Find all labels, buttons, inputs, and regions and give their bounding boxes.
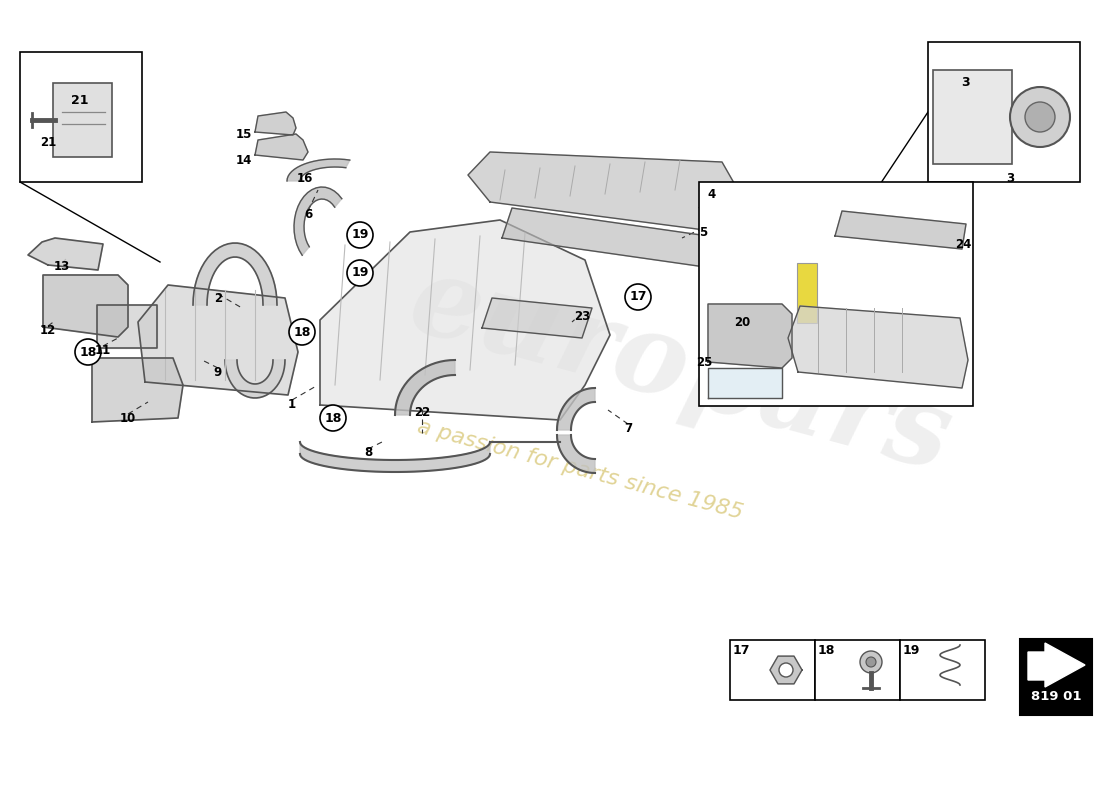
Polygon shape [788, 306, 968, 388]
Polygon shape [255, 112, 296, 135]
Polygon shape [502, 208, 722, 268]
Polygon shape [92, 358, 183, 422]
Polygon shape [138, 285, 298, 395]
Bar [900, 640, 984, 700]
Text: 7: 7 [624, 422, 632, 434]
Text: 15: 15 [235, 129, 252, 142]
Text: europars: europars [398, 246, 962, 494]
Text: 6: 6 [304, 209, 312, 222]
Polygon shape [708, 368, 782, 398]
Bar [928, 42, 1080, 182]
Polygon shape [28, 238, 103, 270]
FancyBboxPatch shape [933, 70, 1012, 164]
FancyBboxPatch shape [1020, 639, 1092, 715]
Circle shape [75, 339, 101, 365]
Text: 9: 9 [213, 366, 222, 378]
Circle shape [860, 651, 882, 673]
Polygon shape [770, 656, 802, 684]
Polygon shape [226, 360, 285, 398]
Text: 19: 19 [351, 229, 369, 242]
Text: 3: 3 [1005, 171, 1014, 185]
Polygon shape [192, 243, 277, 305]
Text: 12: 12 [40, 323, 56, 337]
Text: 20: 20 [734, 317, 750, 330]
Text: 2: 2 [213, 291, 222, 305]
Text: 1: 1 [288, 398, 296, 410]
Polygon shape [835, 211, 966, 249]
Polygon shape [708, 304, 792, 368]
Circle shape [779, 663, 793, 677]
Text: 3: 3 [961, 75, 970, 89]
Text: 819 01: 819 01 [1031, 690, 1081, 703]
Polygon shape [287, 159, 350, 181]
Polygon shape [468, 152, 742, 232]
Polygon shape [395, 360, 455, 415]
Polygon shape [255, 134, 308, 160]
Polygon shape [482, 298, 592, 338]
Polygon shape [294, 187, 342, 255]
Polygon shape [1028, 643, 1085, 687]
Text: 18: 18 [324, 411, 342, 425]
Polygon shape [742, 253, 878, 338]
Text: 13: 13 [54, 261, 70, 274]
Text: 24: 24 [955, 238, 971, 250]
Text: 5: 5 [698, 226, 707, 239]
Polygon shape [97, 305, 157, 348]
Text: 18: 18 [79, 346, 97, 358]
Circle shape [346, 260, 373, 286]
Text: 14: 14 [235, 154, 252, 166]
Circle shape [289, 319, 315, 345]
Polygon shape [557, 388, 595, 430]
Polygon shape [557, 435, 595, 473]
FancyBboxPatch shape [698, 182, 974, 406]
Circle shape [346, 222, 373, 248]
Text: 17: 17 [629, 290, 647, 303]
FancyBboxPatch shape [798, 263, 817, 323]
Circle shape [625, 284, 651, 310]
Text: 18: 18 [817, 645, 835, 658]
FancyBboxPatch shape [53, 83, 112, 157]
Text: 16: 16 [297, 171, 313, 185]
Text: 21: 21 [40, 135, 56, 149]
Polygon shape [320, 220, 610, 420]
Circle shape [320, 405, 346, 431]
Text: 23: 23 [574, 310, 590, 323]
Text: 19: 19 [351, 266, 369, 279]
Text: 22: 22 [414, 406, 430, 419]
Text: 17: 17 [733, 645, 750, 658]
Polygon shape [300, 442, 490, 472]
Circle shape [1010, 87, 1070, 147]
Text: 8: 8 [364, 446, 372, 459]
Text: 10: 10 [120, 411, 136, 425]
Text: 18: 18 [294, 326, 310, 338]
Text: 25: 25 [696, 355, 712, 369]
Text: 19: 19 [902, 645, 920, 658]
Text: 4: 4 [708, 189, 716, 202]
Bar [20, 52, 142, 182]
Polygon shape [43, 275, 128, 337]
Circle shape [866, 657, 876, 667]
Bar [815, 640, 900, 700]
Circle shape [1025, 102, 1055, 132]
Text: 11: 11 [95, 343, 111, 357]
Bar [730, 640, 815, 700]
Text: 21: 21 [72, 94, 89, 106]
Text: a passion for parts since 1985: a passion for parts since 1985 [415, 417, 745, 523]
